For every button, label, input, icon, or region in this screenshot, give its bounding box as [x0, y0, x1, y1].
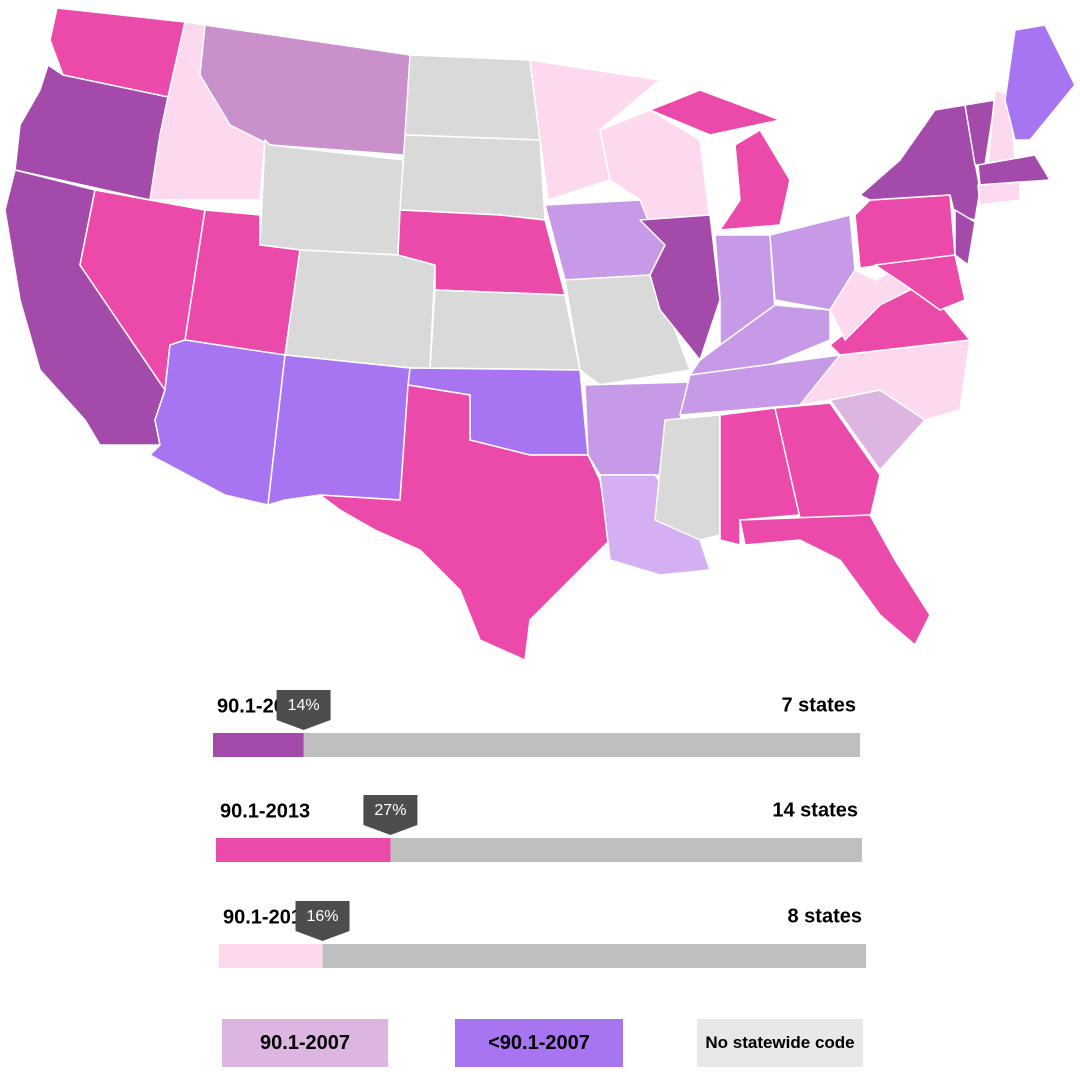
bar [219, 944, 323, 968]
state [874, 254, 966, 311]
state [267, 354, 411, 506]
bar-label: 90.1-2010 [223, 906, 313, 928]
legend-item: <90.1-2007 [455, 1019, 623, 1067]
legend-item: No statewide code [697, 1019, 863, 1067]
value-label: 27% [374, 802, 406, 819]
state [977, 181, 1021, 206]
state [977, 154, 1051, 186]
state [854, 194, 956, 269]
state [859, 104, 981, 221]
state [319, 384, 611, 661]
count-label: 14 states [772, 799, 858, 821]
state [1004, 24, 1076, 141]
state [149, 339, 286, 506]
state [649, 89, 781, 136]
callout [295, 901, 350, 941]
state [719, 129, 791, 231]
value-label: 16% [307, 908, 339, 925]
state [404, 54, 541, 141]
bar-track [219, 944, 866, 968]
bar [216, 838, 391, 862]
state [739, 514, 931, 646]
bar [213, 733, 304, 757]
legend-item: 90.1-2007 [222, 1019, 388, 1067]
value-label: 14% [288, 697, 320, 714]
state [599, 474, 711, 576]
states [4, 7, 1076, 661]
callout [363, 795, 418, 835]
count-label: 8 states [788, 905, 863, 927]
state [954, 209, 976, 266]
count-label: 7 states [782, 694, 857, 716]
bar-track [213, 733, 860, 757]
state [639, 214, 721, 361]
state [429, 289, 581, 371]
state [259, 139, 406, 256]
callout [276, 690, 331, 730]
state [284, 249, 436, 371]
bar-label: 90.1-2013 [220, 800, 310, 822]
state [774, 402, 881, 519]
state [399, 134, 546, 221]
state [654, 414, 721, 541]
